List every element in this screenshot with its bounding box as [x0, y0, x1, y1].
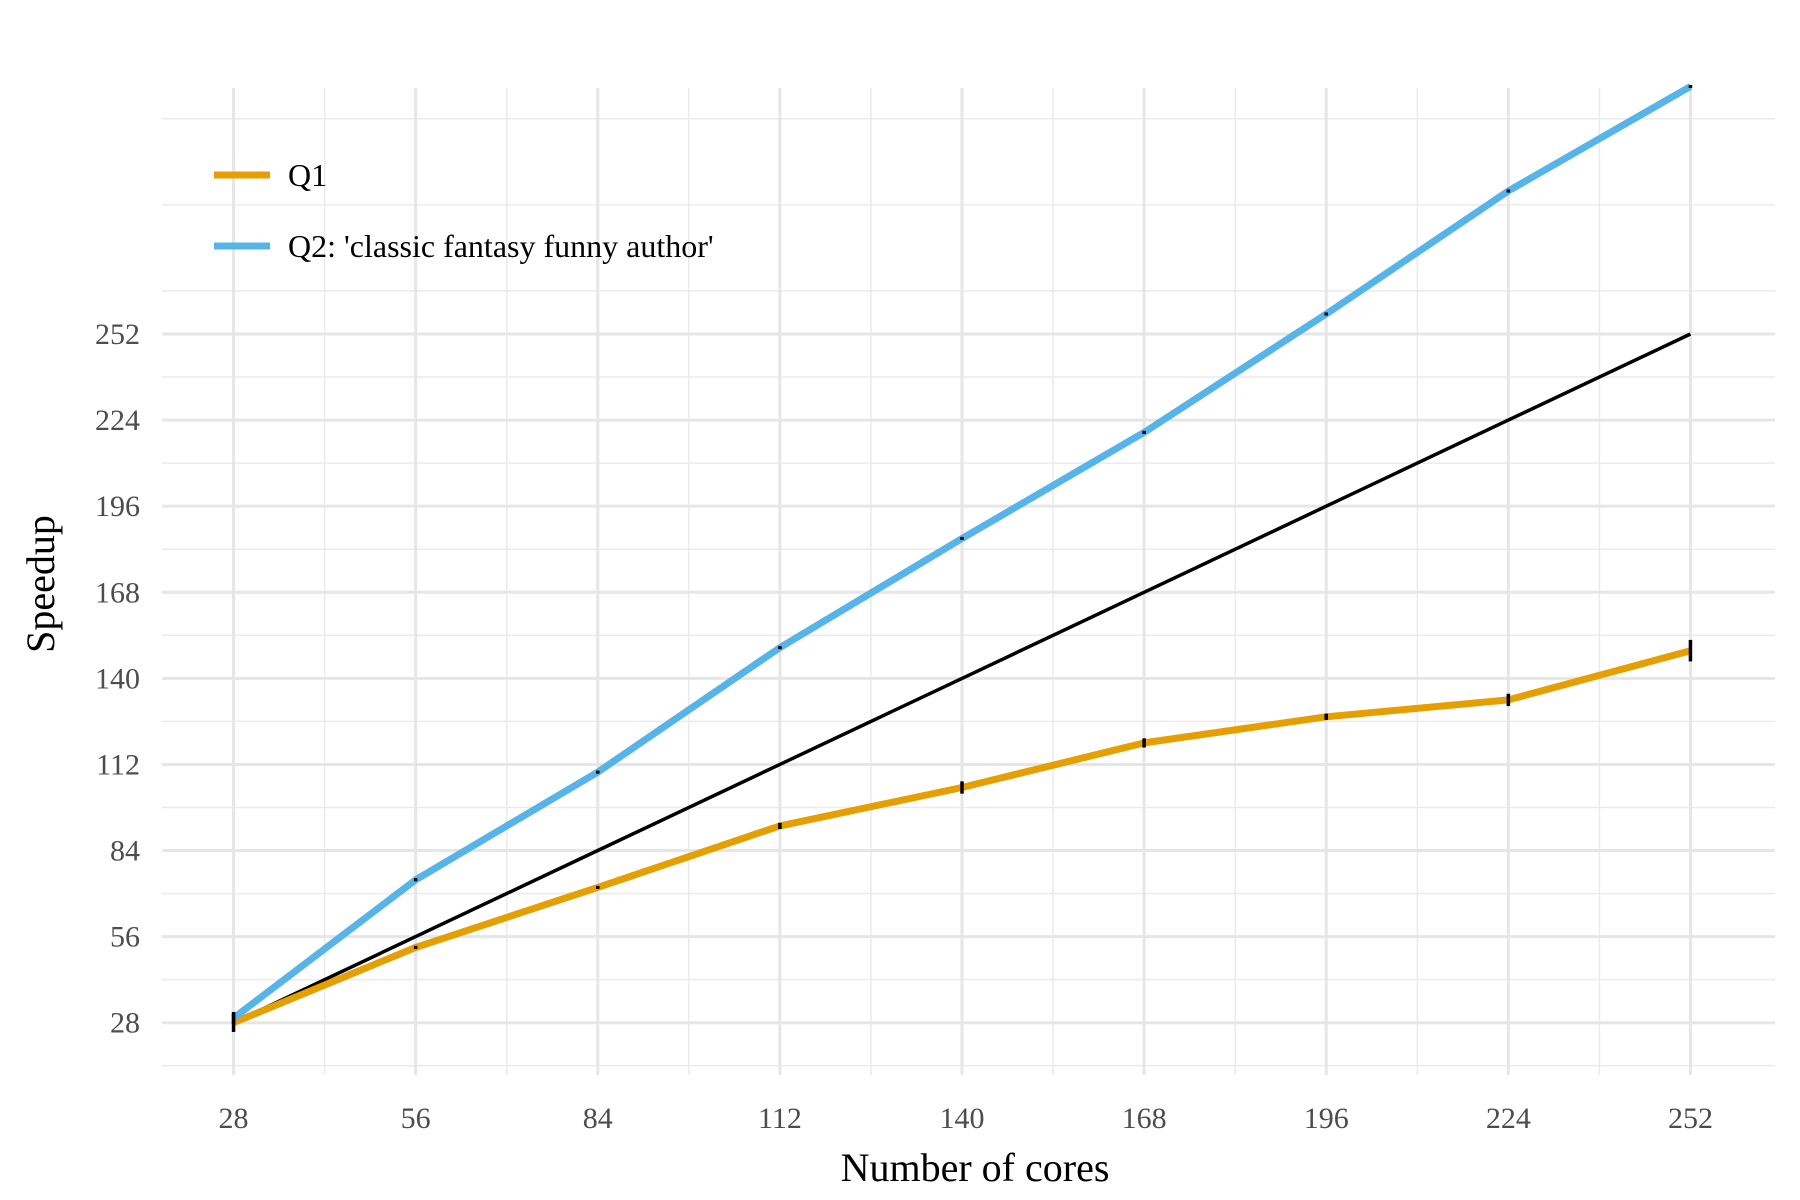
y-tick-labels: 28 56 84 112 140 168 196 224 252 — [95, 318, 140, 1040]
legend-label-q2: Q2: 'classic fantasy funny author' — [288, 228, 714, 264]
x-tick-label: 112 — [758, 1102, 802, 1135]
y-tick-label: 168 — [95, 576, 140, 609]
y-tick-label: 84 — [110, 835, 140, 868]
x-axis-title: Number of cores — [841, 1145, 1110, 1190]
x-tick-labels: 28 56 84 112 140 168 196 224 252 — [219, 1102, 1713, 1135]
y-tick-label: 252 — [95, 318, 140, 351]
legend: Q1 Q2: 'classic fantasy funny author' — [214, 157, 714, 264]
x-tick-label: 224 — [1486, 1102, 1531, 1135]
x-tick-label: 140 — [939, 1102, 984, 1135]
y-axis-title: Speedup — [18, 515, 63, 653]
grid-minor — [162, 88, 1775, 1075]
x-tick-label: 84 — [583, 1102, 613, 1135]
legend-label-q1: Q1 — [288, 157, 327, 193]
x-tick-label: 56 — [401, 1102, 431, 1135]
series-layer — [231, 83, 1693, 1032]
x-tick-label: 252 — [1668, 1102, 1713, 1135]
x-tick-label: 28 — [219, 1102, 249, 1135]
y-tick-label: 56 — [110, 921, 140, 954]
x-tick-label: 196 — [1304, 1102, 1349, 1135]
series-line-ideal — [232, 332, 1692, 1025]
y-tick-label: 112 — [96, 748, 140, 781]
y-tick-label: 28 — [110, 1007, 140, 1040]
y-tick-label: 196 — [95, 490, 140, 523]
x-tick-label: 168 — [1122, 1102, 1167, 1135]
y-tick-label: 140 — [95, 662, 140, 695]
y-tick-label: 224 — [95, 404, 140, 437]
grid-major — [162, 88, 1775, 1075]
